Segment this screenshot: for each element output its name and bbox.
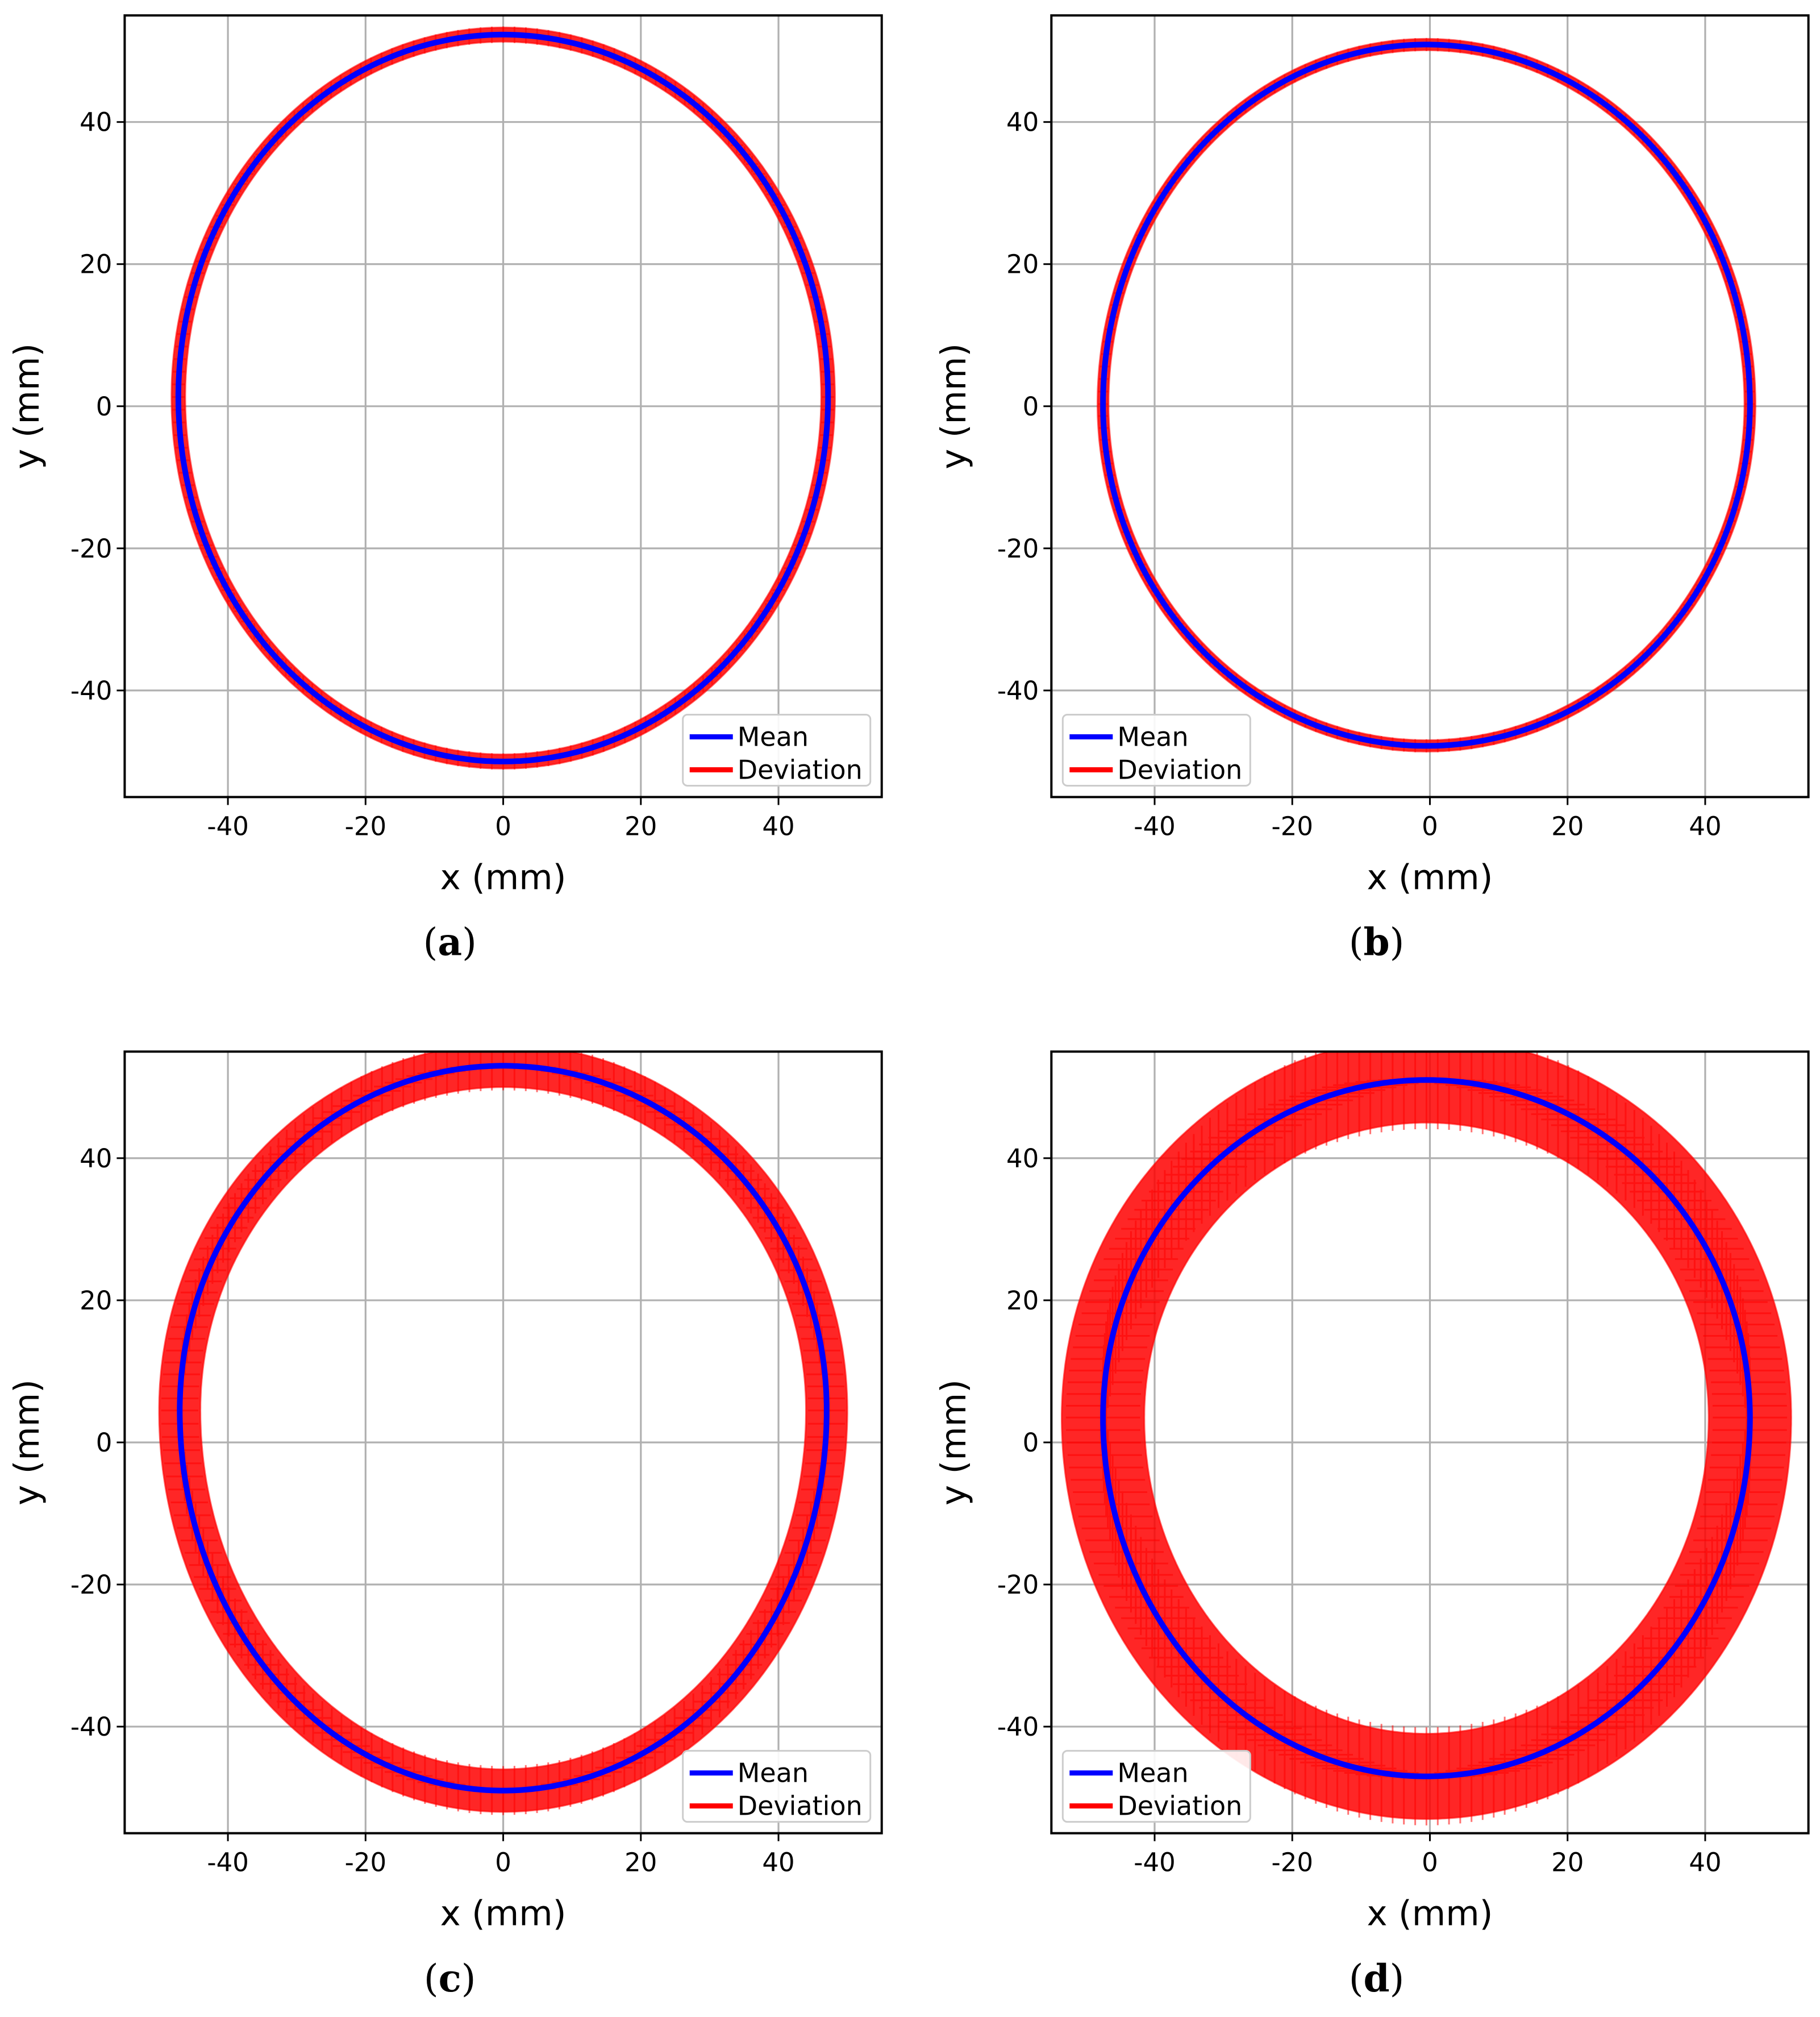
x-tick-label: 40: [1689, 1848, 1721, 1878]
y-axis-label: y (mm): [7, 343, 47, 469]
y-tick-label: 20: [1006, 1286, 1039, 1316]
legend-label-deviation: Deviation: [738, 754, 863, 785]
panel-caption-letter: d: [1364, 1956, 1390, 2001]
y-axis-label: y (mm): [934, 1379, 974, 1506]
y-tick-label: -40: [997, 676, 1039, 706]
deviation-band: [1097, 38, 1756, 752]
legend-label-deviation: Deviation: [738, 1791, 863, 1821]
y-tick-label: 40: [80, 107, 112, 138]
x-tick-label: 0: [495, 811, 511, 841]
y-tick-label: 20: [80, 1286, 112, 1316]
legend-label-mean: Mean: [738, 721, 809, 752]
y-tick-label: 40: [80, 1143, 112, 1174]
x-tick-label: -20: [345, 811, 387, 841]
y-tick-label: -40: [70, 676, 113, 706]
x-tick-label: 0: [1422, 811, 1438, 841]
panel-caption-letter: b: [1364, 920, 1390, 964]
y-tick-label: 0: [1023, 392, 1039, 422]
x-tick-label: -40: [207, 811, 249, 841]
x-tick-label: -40: [1134, 1848, 1176, 1878]
x-tick-label: 40: [762, 811, 794, 841]
mean-contour: [175, 31, 831, 764]
x-tick-label: 40: [1689, 811, 1721, 841]
y-tick-label: 40: [1006, 107, 1039, 138]
legend-label-deviation: Deviation: [1117, 1791, 1242, 1821]
legend-label-deviation: Deviation: [1117, 754, 1242, 785]
x-tick-label: 20: [1551, 811, 1584, 841]
x-tick-label: 20: [624, 1848, 657, 1878]
mean-contour: [177, 1063, 830, 1794]
y-tick-label: 40: [1006, 1143, 1039, 1174]
mean-contour: [1100, 1077, 1753, 1779]
panel-c: -40 -20 0 20 40 -40 -20 0 20 40 x (mm) y (mm) MeanDe…: [7, 1050, 883, 2001]
y-tick-label: -20: [70, 534, 113, 564]
y-tick-label: 20: [1006, 249, 1039, 280]
y-axis-label: y (mm): [7, 1379, 47, 1506]
y-tick-label: -20: [70, 1570, 113, 1600]
y-tick-label: -40: [997, 1712, 1039, 1742]
panel-b: -40 -20 0 20 40 -40 -20 0 20 40 x (mm) y (mm) MeanDe…: [934, 14, 1810, 964]
y-tick-label: 20: [80, 249, 112, 280]
deviation-band: [170, 26, 836, 770]
x-axis-label: x (mm): [1367, 857, 1493, 897]
y-axis-label: y (mm): [934, 343, 974, 469]
panel-caption: (a): [423, 920, 477, 964]
panel-caption: (b): [1349, 920, 1405, 964]
legend-label-mean: Mean: [738, 1758, 809, 1789]
x-axis-label: x (mm): [1367, 1894, 1493, 1934]
panel-caption-letter: a: [438, 920, 462, 964]
legend-label-mean: Mean: [1117, 721, 1188, 752]
x-tick-label: 40: [762, 1848, 794, 1878]
x-axis-label: x (mm): [440, 857, 567, 897]
x-tick-label: -20: [345, 1848, 387, 1878]
panel-caption: (d): [1349, 1956, 1405, 2001]
x-tick-label: 0: [495, 1848, 511, 1878]
panel-caption-letter: c: [439, 1956, 461, 2001]
panel-a: -40 -20 0 20 40 -40 -20 0 20 40 x (mm) y (mm) MeanDe…: [7, 14, 883, 964]
x-axis-label: x (mm): [440, 1894, 567, 1934]
x-tick-label: -40: [1134, 811, 1176, 841]
x-tick-label: -20: [1271, 1848, 1313, 1878]
panel-d: -40 -20 0 20 40 -40 -20 0 20 40 x (mm) y (mm) MeanDe…: [934, 1050, 1810, 2001]
y-tick-label: 0: [96, 1428, 113, 1458]
x-tick-label: -40: [207, 1848, 249, 1878]
y-tick-label: -20: [997, 1570, 1039, 1600]
y-tick-label: 0: [96, 392, 113, 422]
legend-label-mean: Mean: [1117, 1758, 1188, 1789]
y-tick-label: 0: [1023, 1428, 1039, 1458]
y-tick-label: -40: [70, 1712, 113, 1742]
y-tick-label: -20: [997, 534, 1039, 564]
mean-contour: [1100, 41, 1753, 749]
x-tick-label: 20: [624, 811, 657, 841]
x-tick-label: -20: [1271, 811, 1313, 841]
panel-caption: (c): [424, 1956, 476, 2001]
x-tick-label: 20: [1551, 1848, 1584, 1878]
x-tick-label: 0: [1422, 1848, 1438, 1878]
